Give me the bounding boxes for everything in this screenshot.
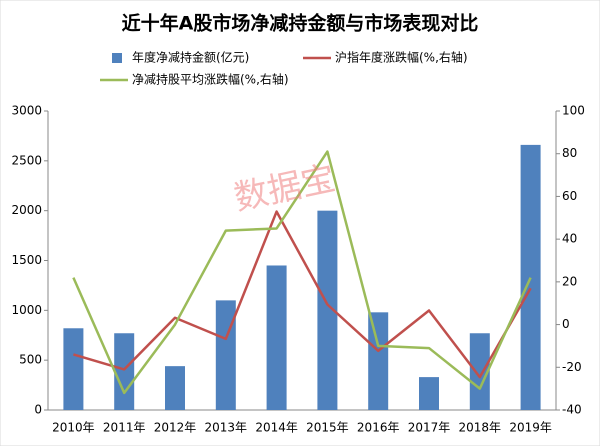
x-tick-label: 2019年 xyxy=(509,421,552,435)
line xyxy=(72,150,532,395)
y-tick-label: 1500 xyxy=(11,253,42,267)
bar xyxy=(165,366,185,410)
x-tick-label: 2015年 xyxy=(306,421,349,435)
bar xyxy=(419,377,439,410)
bar xyxy=(266,265,287,410)
chart-title: 近十年A股市场净减持金额与市场表现对比 xyxy=(122,12,479,35)
y2-tick-label: -40 xyxy=(562,403,582,417)
legend-label: 年度净减持金额(亿元) xyxy=(132,50,249,65)
bar xyxy=(317,210,338,410)
x-tick-label: 2018年 xyxy=(459,421,502,435)
legend-label: 净减持股平均涨跌幅(%,右轴) xyxy=(132,72,289,87)
y-tick-label: 3000 xyxy=(11,104,42,118)
y2-tick-label: -20 xyxy=(562,360,582,374)
legend-swatch xyxy=(112,53,122,63)
bar xyxy=(368,312,389,410)
x-tick-label: 2016年 xyxy=(357,421,400,435)
x-tick-label: 2010年 xyxy=(52,421,95,435)
y-tick-label: 2500 xyxy=(11,153,42,167)
bar xyxy=(63,328,84,410)
y2-tick-label: 80 xyxy=(562,146,577,160)
y-tick-label: 2000 xyxy=(11,203,42,217)
bar xyxy=(114,333,135,410)
bar xyxy=(469,333,490,410)
legend-label: 沪指年度涨跌幅(%,右轴) xyxy=(335,50,468,65)
y-tick-label: 500 xyxy=(19,353,42,367)
y2-tick-label: 0 xyxy=(562,317,570,331)
bar xyxy=(215,300,236,410)
x-tick-label: 2013年 xyxy=(205,421,248,435)
x-tick-label: 2012年 xyxy=(154,421,197,435)
y2-tick-label: 60 xyxy=(562,189,577,203)
y-tick-label: 1000 xyxy=(11,303,42,317)
bar xyxy=(520,144,541,411)
y2-tick-label: 20 xyxy=(562,274,577,288)
line xyxy=(73,210,532,379)
y2-tick-label: 100 xyxy=(562,104,585,118)
x-tick-label: 2014年 xyxy=(255,421,298,435)
y-tick-label: 0 xyxy=(34,403,42,417)
y2-tick-label: 40 xyxy=(562,232,577,246)
x-tick-label: 2011年 xyxy=(103,421,146,435)
x-tick-label: 2017年 xyxy=(408,421,451,435)
